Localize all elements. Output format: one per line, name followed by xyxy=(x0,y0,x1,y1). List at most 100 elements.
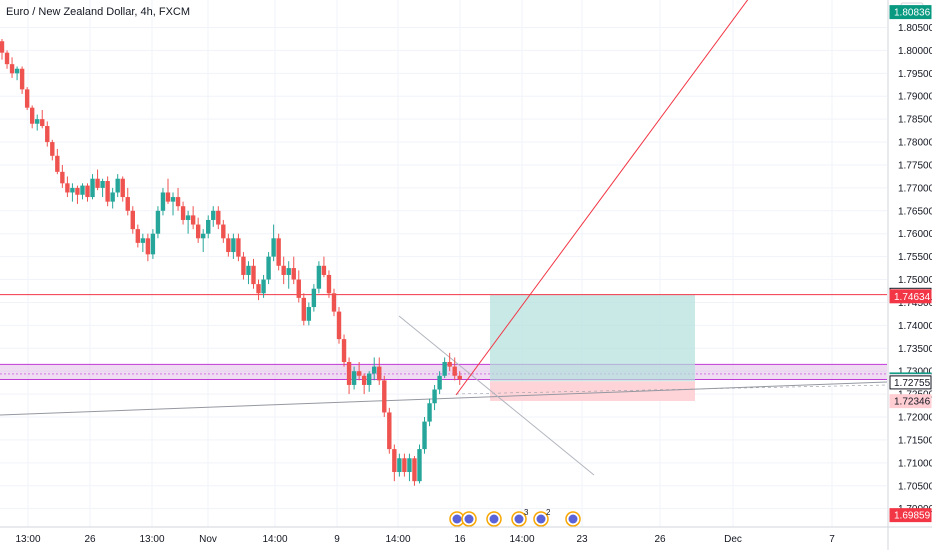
candle xyxy=(70,183,75,202)
candle xyxy=(90,174,95,200)
candle-body xyxy=(256,284,261,294)
candle xyxy=(155,206,161,239)
event-marker-dot xyxy=(489,514,499,524)
candle xyxy=(341,334,347,367)
candle-body xyxy=(211,210,216,220)
price-badge-label: 1.80836 xyxy=(894,8,931,19)
candle-body xyxy=(150,233,156,255)
candle xyxy=(40,109,45,129)
candle xyxy=(85,183,90,202)
trend-line-ascending xyxy=(455,0,749,396)
candle xyxy=(251,258,256,289)
candle-body xyxy=(286,268,291,275)
price-badge-box xyxy=(889,508,932,523)
long-position-stop xyxy=(490,381,695,401)
candle xyxy=(226,233,231,257)
candle xyxy=(346,357,352,395)
candle-body xyxy=(65,183,70,193)
candle xyxy=(296,270,301,303)
candle xyxy=(19,66,25,94)
candle xyxy=(447,352,452,372)
candle-body xyxy=(387,412,392,450)
candle-body xyxy=(351,371,357,385)
candle xyxy=(286,261,291,289)
candle xyxy=(316,261,322,294)
price-tick-label: 1.75500 xyxy=(898,252,932,263)
candle-body xyxy=(412,458,417,482)
candle-body xyxy=(361,375,367,385)
candle-body xyxy=(336,311,342,340)
candle xyxy=(4,50,10,69)
candle-body xyxy=(185,215,191,220)
candle-body xyxy=(241,256,246,275)
price-tick-label: 1.76500 xyxy=(898,206,932,217)
time-axis-label: 14:00 xyxy=(509,534,534,545)
candle-body xyxy=(231,238,236,253)
candle xyxy=(110,187,115,209)
time-axis-label: 26 xyxy=(84,534,96,545)
price-tick-label: 1.70500 xyxy=(898,481,932,492)
price-tick-label: 1.74000 xyxy=(898,321,932,332)
event-marker xyxy=(461,511,477,527)
candle-body xyxy=(115,178,120,193)
candle-body xyxy=(100,181,105,188)
candle xyxy=(201,229,206,253)
price-badge-label: 1.72346 xyxy=(894,397,931,408)
candle-body xyxy=(0,41,5,53)
candle xyxy=(256,279,261,301)
event-marker-dot xyxy=(568,514,578,524)
time-axis-label: 14:00 xyxy=(385,534,410,545)
candle-body xyxy=(125,197,130,211)
price-tick-label: 1.72000 xyxy=(898,413,932,424)
candle-body xyxy=(346,362,352,385)
event-marker: 2 xyxy=(533,508,551,527)
price-tick-label: 1.79500 xyxy=(898,69,932,80)
candle xyxy=(236,233,241,262)
candle-body xyxy=(316,265,322,289)
candle-body xyxy=(35,119,40,124)
candle xyxy=(361,373,367,395)
price-tick-label: 1.71500 xyxy=(898,435,932,446)
candle-body xyxy=(145,238,151,255)
candle-body xyxy=(50,142,55,156)
event-marker-count: 3 xyxy=(524,508,529,517)
candle xyxy=(452,357,457,381)
price-tick-label: 1.75000 xyxy=(898,275,932,286)
candle-body xyxy=(251,265,256,285)
candle-body xyxy=(226,238,231,253)
candle-body xyxy=(180,206,186,220)
event-marker-dot xyxy=(514,514,524,524)
candle xyxy=(100,178,105,198)
candle-body xyxy=(306,307,312,321)
candle xyxy=(432,384,437,411)
candle-body xyxy=(392,449,397,473)
candle xyxy=(326,270,332,298)
candle xyxy=(55,148,60,175)
price-badge-label: 1.72755 xyxy=(894,378,931,389)
candle xyxy=(266,252,271,285)
candle xyxy=(356,362,362,381)
price-badge: 1.74634 xyxy=(889,289,932,304)
time-axis-label: Nov xyxy=(199,534,217,545)
candle xyxy=(80,183,85,200)
candle-body xyxy=(75,187,80,195)
candle xyxy=(221,219,226,243)
candle-body xyxy=(311,288,317,308)
candle-body xyxy=(442,362,447,376)
event-marker xyxy=(449,511,465,527)
candle xyxy=(165,178,171,204)
price-tick-label: 1.74500 xyxy=(898,298,932,309)
candle xyxy=(271,224,276,262)
time-axis-label: 13:00 xyxy=(15,534,40,545)
candle xyxy=(311,284,317,312)
candle xyxy=(140,233,146,253)
event-marker-dot xyxy=(536,514,546,524)
candle xyxy=(281,256,286,285)
candle-body xyxy=(70,187,75,193)
candle xyxy=(29,105,35,129)
candle xyxy=(372,357,377,381)
price-badge: 1.80836 xyxy=(889,5,932,20)
candle xyxy=(35,114,40,131)
